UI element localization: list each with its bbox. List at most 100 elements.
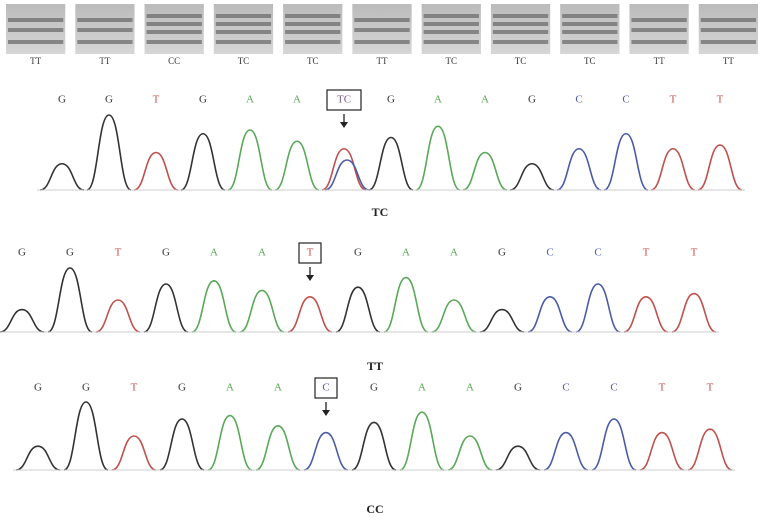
base-call: G xyxy=(34,382,42,394)
trace-peak xyxy=(672,294,716,332)
base-call: T xyxy=(707,382,714,394)
base-call: G xyxy=(370,382,378,394)
trace-peak xyxy=(463,153,507,191)
base-call: T xyxy=(153,94,160,106)
trace-peak xyxy=(400,412,444,470)
gel-band xyxy=(424,30,479,34)
base-call: A xyxy=(258,247,266,259)
base-call: G xyxy=(105,94,113,106)
base-call: T xyxy=(131,382,138,394)
variant-call: T xyxy=(307,247,314,259)
base-call: C xyxy=(562,382,569,394)
gel-band xyxy=(493,14,548,18)
gel-band xyxy=(8,18,63,22)
lane-label: TT xyxy=(654,56,665,66)
gel-band xyxy=(562,14,617,18)
lane-label: TC xyxy=(515,56,527,66)
gel-band xyxy=(701,28,756,32)
lane-label: CC xyxy=(168,56,180,66)
gel-band xyxy=(701,18,756,22)
trace-peak xyxy=(64,402,108,470)
variant-call: TC xyxy=(337,94,351,106)
base-call: G xyxy=(199,94,207,106)
base-call: G xyxy=(58,94,66,106)
base-call: G xyxy=(528,94,536,106)
base-call: A xyxy=(293,94,301,106)
lane-label: TC xyxy=(307,56,319,66)
base-call: G xyxy=(514,382,522,394)
trace-peak xyxy=(240,290,284,332)
base-call: G xyxy=(66,247,74,259)
gel-band xyxy=(354,18,409,22)
trace-peak xyxy=(134,153,178,191)
trace-peak xyxy=(256,426,300,470)
gel-band xyxy=(285,14,340,18)
base-call: C xyxy=(610,382,617,394)
base-call: T xyxy=(643,247,650,259)
base-call: A xyxy=(210,247,218,259)
gel-lane xyxy=(214,4,273,54)
page: TTTTCCTCTCTTTCTCTCTTTTGGTGAATCGAAGCCTTTC… xyxy=(0,0,762,520)
trace-peak xyxy=(557,149,601,190)
gel-band xyxy=(147,30,202,34)
trace-peak xyxy=(40,164,84,190)
lane-label: TC xyxy=(446,56,458,66)
trace-peak xyxy=(496,446,540,470)
base-call: G xyxy=(162,247,170,259)
base-call: A xyxy=(274,382,282,394)
gel-band xyxy=(562,40,617,44)
trace-peak xyxy=(416,126,460,190)
gel-band xyxy=(216,22,271,26)
trace-peak xyxy=(208,416,252,470)
base-call: C xyxy=(594,247,601,259)
gel-band xyxy=(424,22,479,26)
base-call: T xyxy=(670,94,677,106)
base-call: G xyxy=(82,382,90,394)
gel-band xyxy=(216,40,271,44)
gel-lane xyxy=(422,4,481,54)
arrow-head xyxy=(340,122,348,128)
base-call: A xyxy=(450,247,458,259)
gel-band xyxy=(147,40,202,44)
gel-band xyxy=(631,18,686,22)
gel-band xyxy=(77,40,132,44)
gel-band xyxy=(216,30,271,34)
variant-call: C xyxy=(322,382,329,394)
gel-band xyxy=(562,30,617,34)
genotype-label: TT xyxy=(367,359,383,373)
gel-band xyxy=(147,14,202,18)
gel-band xyxy=(354,28,409,32)
base-call: A xyxy=(434,94,442,106)
trace-peak xyxy=(322,149,366,190)
lane-label: TC xyxy=(584,56,596,66)
base-call: G xyxy=(354,247,362,259)
trace-peak xyxy=(384,278,428,332)
base-call: A xyxy=(466,382,474,394)
trace-peak xyxy=(640,433,684,470)
trace-peak xyxy=(144,284,188,332)
gel-band xyxy=(216,14,271,18)
base-call: G xyxy=(18,247,26,259)
trace-peak xyxy=(604,134,648,190)
gel-band xyxy=(354,40,409,44)
gel-band xyxy=(8,28,63,32)
gel-lane xyxy=(491,4,550,54)
trace-peak xyxy=(480,310,524,332)
gel-band xyxy=(701,40,756,44)
base-call: C xyxy=(575,94,582,106)
figure: TTTTCCTCTCTTTCTCTCTTTTGGTGAATCGAAGCCTTTC… xyxy=(0,0,762,520)
base-call: G xyxy=(178,382,186,394)
gel-band xyxy=(285,22,340,26)
gel-band xyxy=(424,40,479,44)
trace-peak xyxy=(352,422,396,470)
base-call: T xyxy=(659,382,666,394)
trace-peak xyxy=(87,115,131,190)
trace-peak xyxy=(228,130,272,190)
gel-lane xyxy=(560,4,619,54)
trace-peak xyxy=(544,433,588,470)
gel-lane xyxy=(145,4,204,54)
base-call: A xyxy=(226,382,234,394)
trace-peak xyxy=(651,149,695,190)
base-call: T xyxy=(717,94,724,106)
trace-peak xyxy=(528,297,572,332)
